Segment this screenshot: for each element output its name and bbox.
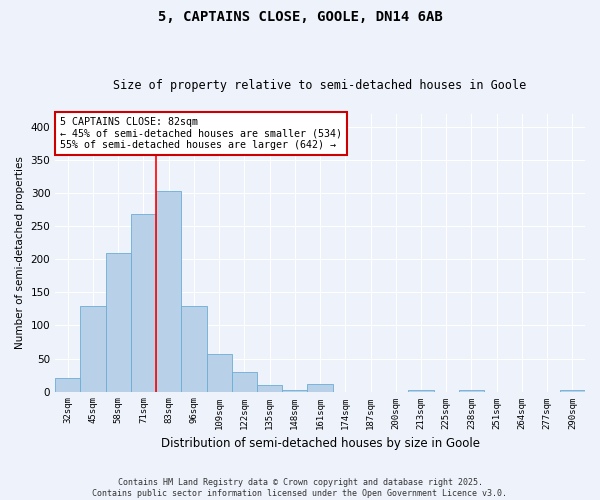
- Bar: [257, 385, 282, 392]
- Bar: [106, 253, 131, 392]
- Text: 5, CAPTAINS CLOSE, GOOLE, DN14 6AB: 5, CAPTAINS CLOSE, GOOLE, DN14 6AB: [158, 10, 442, 24]
- Bar: [282, 390, 307, 392]
- Bar: [409, 390, 434, 392]
- Bar: [459, 390, 484, 392]
- Bar: [307, 384, 332, 392]
- Y-axis label: Number of semi-detached properties: Number of semi-detached properties: [15, 156, 25, 349]
- Bar: [181, 306, 206, 392]
- Text: Contains HM Land Registry data © Crown copyright and database right 2025.
Contai: Contains HM Land Registry data © Crown c…: [92, 478, 508, 498]
- Title: Size of property relative to semi-detached houses in Goole: Size of property relative to semi-detach…: [113, 79, 527, 92]
- Bar: [232, 372, 257, 392]
- Bar: [80, 306, 106, 392]
- Bar: [131, 214, 156, 392]
- Bar: [560, 390, 585, 392]
- Text: 5 CAPTAINS CLOSE: 82sqm
← 45% of semi-detached houses are smaller (534)
55% of s: 5 CAPTAINS CLOSE: 82sqm ← 45% of semi-de…: [61, 117, 343, 150]
- Bar: [206, 354, 232, 392]
- Bar: [156, 190, 181, 392]
- Bar: [55, 378, 80, 392]
- X-axis label: Distribution of semi-detached houses by size in Goole: Distribution of semi-detached houses by …: [161, 437, 479, 450]
